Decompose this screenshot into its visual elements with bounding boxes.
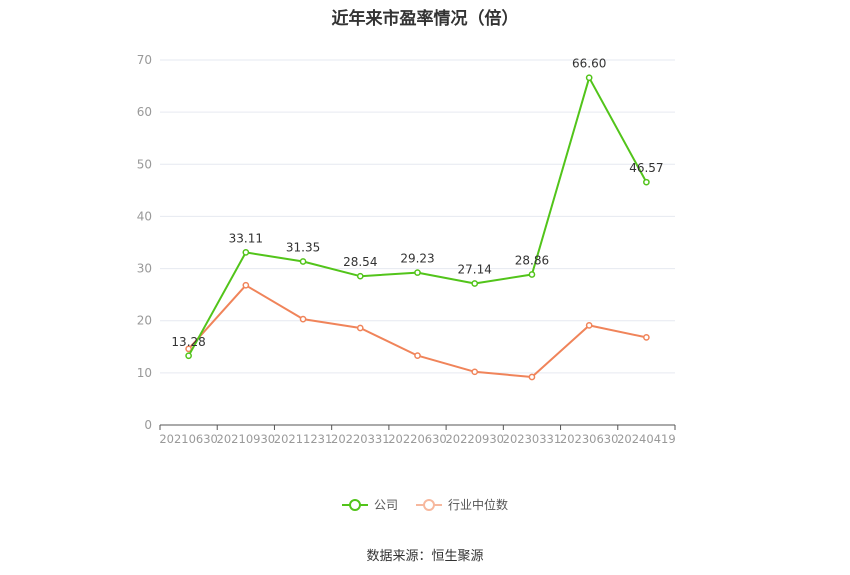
data-point [528,271,536,278]
legend: 公司 行业中位数 [0,496,850,513]
data-point [299,315,307,323]
data-point [643,178,650,186]
legend-label-company: 公司 [373,498,398,512]
x-tick-label: 20220930 [445,432,504,446]
data-point [471,368,479,376]
y-tick-label: 50 [137,157,152,171]
label-layer: 13.28 33.11 31.35 28.54 29.23 27.14 28.86 66.60… [171,57,663,349]
data-label: 33.11 [229,231,263,245]
line-chart: 0102030405060702021063020210930202112312… [137,53,676,446]
y-tick-label: 30 [137,262,152,276]
legend-item-company[interactable]: 公司 [341,496,398,513]
data-point [528,373,536,381]
data-label: 28.86 [515,254,549,268]
data-point [585,74,593,82]
data-point [414,352,421,359]
legend-item-industry-median[interactable]: 行业中位数 [416,496,508,513]
series-line-1 [187,284,647,378]
grid-layer [160,59,675,374]
x-tick-label: 20220331 [331,432,390,446]
x-tick-label: 20230630 [560,432,619,446]
data-label: 31.35 [286,241,320,255]
data-point [471,280,479,287]
data-label: 46.57 [629,161,663,175]
y-tick-label: 0 [144,418,152,432]
data-point [356,324,364,332]
x-tick-label: 20230331 [503,432,562,446]
y-tick-label: 60 [137,105,152,119]
series-layer [185,74,650,381]
y-tick-label: 10 [137,366,152,380]
data-point [299,258,307,265]
source-note: 数据来源：恒生聚源 [366,549,484,564]
data-label: 13.28 [171,335,205,349]
data-point [414,269,421,276]
x-tick-label: 20211231 [274,432,333,446]
data-label: 28.54 [343,255,377,269]
x-tick-label: 20220630 [388,432,447,446]
data-point [585,322,593,329]
legend-label-industry-median: 行业中位数 [448,498,509,512]
chart-title: 近年来市盈率情况（倍） [331,9,519,29]
data-label: 27.14 [458,262,492,276]
y-tick-label: 40 [137,209,152,223]
x-tick-label: 20210930 [217,432,276,446]
data-point [185,345,192,353]
legend-swatch-industry-median [416,498,442,511]
data-point [356,272,364,280]
data-label: 66.60 [572,57,606,71]
axis-layer: 0102030405060702021063020210930202112312… [137,53,676,446]
data-point [185,352,192,360]
data-point [242,249,250,256]
data-label: 29.23 [400,252,434,266]
y-tick-label: 70 [137,53,152,67]
data-point [643,334,650,341]
x-tick-label: 20210630 [159,432,218,446]
data-point [242,281,250,289]
y-tick-label: 20 [137,314,152,328]
legend-swatch-company [341,498,368,511]
x-tick-label: 20240419 [617,432,676,446]
